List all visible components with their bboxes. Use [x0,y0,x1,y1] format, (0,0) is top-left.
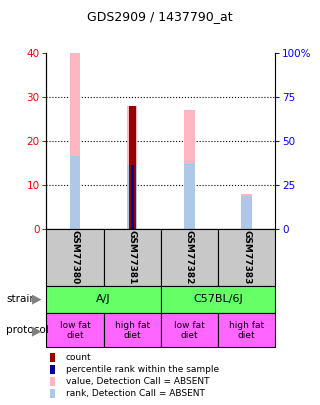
Text: rank, Detection Call = ABSENT: rank, Detection Call = ABSENT [66,389,204,398]
Text: protocol: protocol [6,326,49,335]
Bar [70,156,80,229]
Text: GSM77382: GSM77382 [185,230,194,284]
Bar [127,165,137,229]
Bar [242,196,252,229]
Text: value, Detection Call = ABSENT: value, Detection Call = ABSENT [66,377,209,386]
Bar [70,53,80,229]
Bar [104,229,161,286]
Bar [218,229,275,286]
Bar [46,229,104,286]
Text: ▶: ▶ [32,293,42,306]
Bar [161,286,275,313]
Text: A/J: A/J [96,294,111,304]
Bar [184,163,195,229]
Bar [161,313,218,347]
Bar [131,165,134,229]
Text: GSM77383: GSM77383 [242,230,251,284]
Bar [184,110,195,229]
Text: low fat
diet: low fat diet [174,321,205,340]
Bar [242,194,252,229]
Text: GSM77381: GSM77381 [128,230,137,284]
Bar [46,286,161,313]
Text: C57BL/6J: C57BL/6J [193,294,243,304]
Text: high fat
diet: high fat diet [115,321,150,340]
Bar [129,105,136,229]
Text: GDS2909 / 1437790_at: GDS2909 / 1437790_at [87,10,233,23]
Text: GSM77380: GSM77380 [70,230,79,284]
Text: count: count [66,353,91,362]
Text: low fat
diet: low fat diet [60,321,90,340]
Text: strain: strain [6,294,36,304]
Text: high fat
diet: high fat diet [229,321,264,340]
Bar [161,229,218,286]
Text: percentile rank within the sample: percentile rank within the sample [66,365,219,374]
Bar [104,313,161,347]
Text: ▶: ▶ [32,324,42,337]
Bar [218,313,275,347]
Bar [127,105,137,229]
Bar [46,313,104,347]
